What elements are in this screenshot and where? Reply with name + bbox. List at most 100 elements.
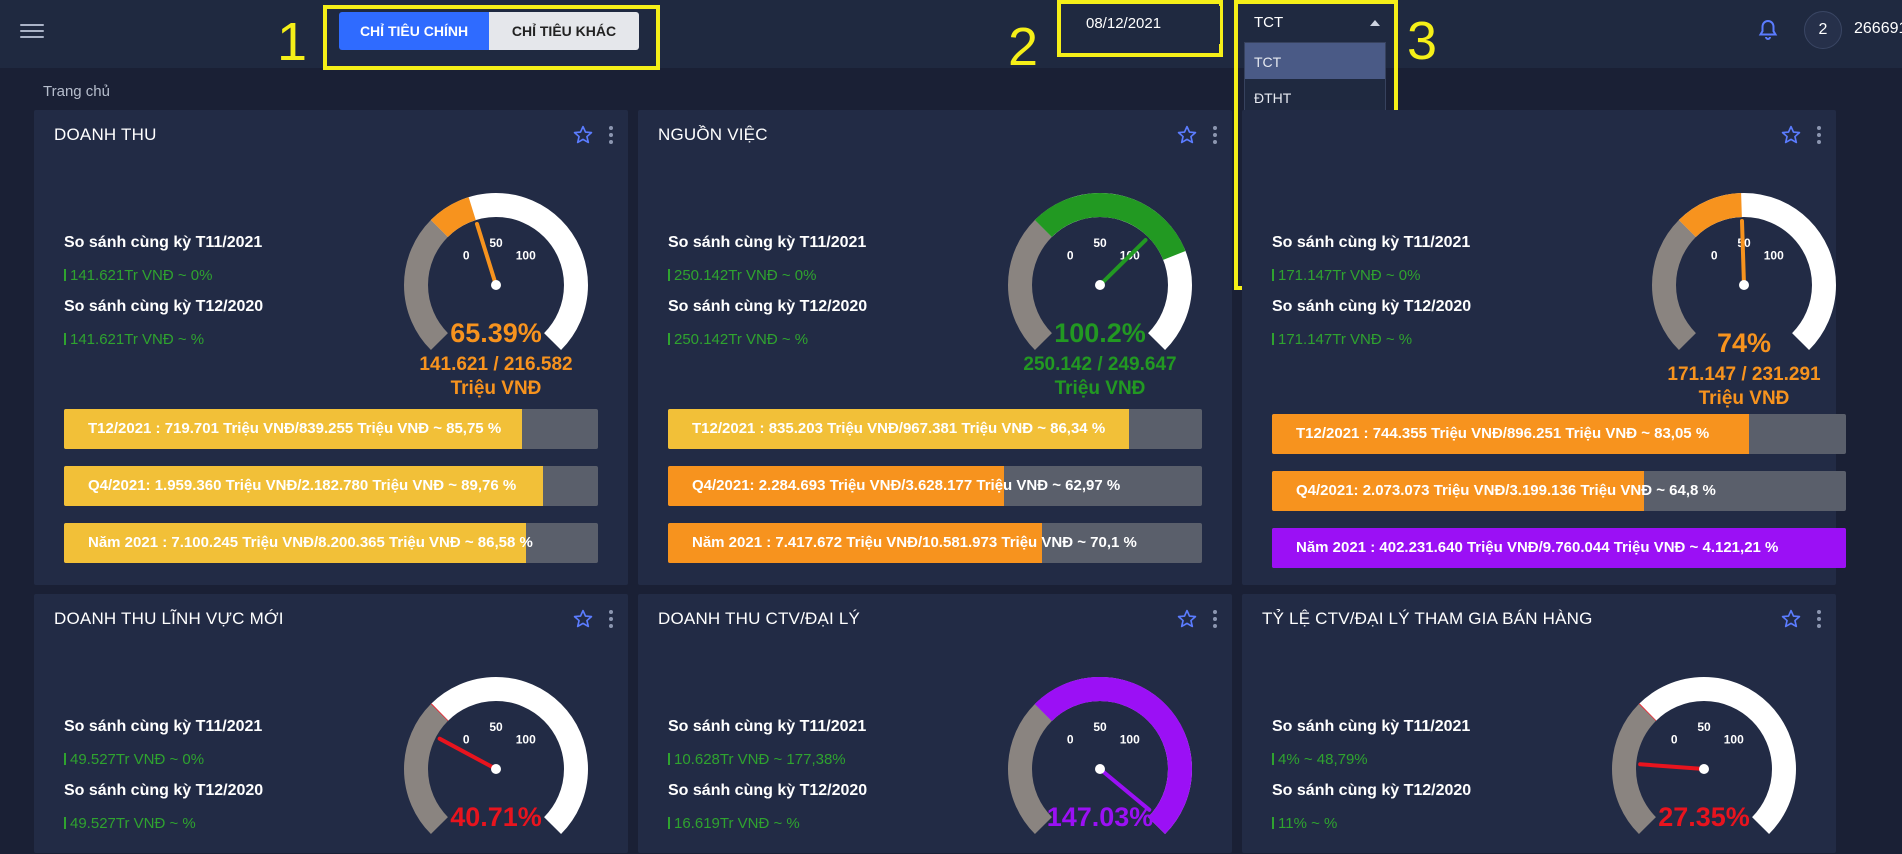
compare-value-year: 250.142Tr VNĐ ~ %: [668, 331, 808, 348]
gauge-percent: 65.39%: [450, 318, 542, 348]
gauge-needle: [437, 736, 498, 771]
bell-icon[interactable]: [1756, 18, 1780, 42]
unit-select[interactable]: TCT: [1248, 6, 1388, 36]
gauge-tick-label: 100: [1724, 732, 1744, 746]
more-options-icon[interactable]: [608, 123, 614, 147]
compare-label-month: So sánh cùng kỳ T11/2021: [1272, 718, 1471, 735]
gauge-segment-track: [1638, 677, 1796, 835]
tab-other-indicators[interactable]: CHỈ TIÊU KHÁC: [489, 12, 639, 50]
compare-label-year: So sánh cùng kỳ T12/2020: [668, 782, 868, 799]
gauge-segment-track: [430, 677, 588, 835]
gauge-segment-value: [430, 197, 477, 238]
caret-up-icon: [1370, 20, 1380, 26]
gauge-segment-value: [430, 703, 449, 722]
hamburger-menu-icon[interactable]: [20, 20, 44, 40]
gauge-pivot: [1095, 764, 1105, 774]
progress-label: Q4/2021: 1.959.360 Triệu VNĐ/2.182.780 T…: [88, 477, 517, 494]
user-id[interactable]: 266691: [1854, 20, 1902, 37]
gauge-pivot: [1699, 764, 1709, 774]
more-options-icon[interactable]: [1816, 123, 1822, 147]
progress-bar: Năm 2021 : 7.417.672 Triệu VNĐ/10.581.97…: [668, 523, 1202, 563]
gauge-tick-label: 100: [516, 732, 536, 746]
progress-label: Q4/2021: 2.284.693 Triệu VNĐ/3.628.177 T…: [692, 477, 1121, 494]
compare-label-month: So sánh cùng kỳ T11/2021: [668, 718, 867, 735]
avatar[interactable]: 2: [1804, 11, 1842, 49]
gauge-segment-value: [1638, 703, 1657, 722]
progress-label: Q4/2021: 2.073.073 Triệu VNĐ/3.199.136 T…: [1296, 482, 1716, 499]
progress-fill: [64, 409, 522, 449]
dropdown-option[interactable]: ĐTHT: [1254, 90, 1292, 106]
annotation-1: 1: [277, 12, 308, 72]
gauge-ratio: 171.147 / 231.291: [1667, 364, 1821, 385]
gauge-segment-low: [404, 704, 449, 835]
gauge-segment-value: [1034, 193, 1186, 261]
gauge-ratio: 141.621 / 216.582: [419, 354, 573, 375]
more-options-icon[interactable]: [1212, 123, 1218, 147]
gauge-tick-label: 50: [489, 720, 503, 734]
progress-bar: T12/2021 : 744.355 Triệu VNĐ/896.251 Tri…: [1272, 414, 1846, 454]
compare-value-month: 4% ~ 48,79%: [1272, 751, 1368, 768]
dashboard-card: DOANH THU CTV/ĐẠI LÝ So sánh cùng kỳ T11/…: [638, 594, 1232, 853]
unit-select-value: TCT: [1254, 14, 1284, 31]
gauge-segment-low: [404, 220, 449, 351]
gauge-percent: 27.35%: [1658, 802, 1750, 832]
gauge-segment-value: [1034, 677, 1192, 835]
gauge-needle: [1739, 219, 1746, 287]
annotation-3: 3: [1407, 11, 1438, 71]
compare-label-year: So sánh cùng kỳ T12/2020: [1272, 298, 1472, 315]
progress-fill: [668, 409, 1130, 449]
progress-label: Năm 2021 : 7.417.672 Triệu VNĐ/10.581.97…: [692, 534, 1137, 551]
gauge-tick-label: 0: [463, 248, 470, 262]
gauge-tick-label: 100: [516, 248, 536, 262]
compare-label-month: So sánh cùng kỳ T11/2021: [64, 718, 263, 735]
progress-label: T12/2021 : 719.701 Triệu VNĐ/839.255 Tri…: [88, 420, 502, 437]
star-icon[interactable]: [1176, 608, 1198, 630]
star-icon[interactable]: [572, 124, 594, 146]
date-input[interactable]: 08/12/2021: [1072, 6, 1220, 44]
tab-group: CHỈ TIÊU CHÍNH CHỈ TIÊU KHÁC: [339, 12, 639, 50]
gauge-tick-label: 100: [1764, 248, 1784, 262]
gauge-tick-label: 0: [1067, 732, 1074, 746]
gauge-segment-low: [1008, 220, 1053, 351]
compare-value-month: 141.621Tr VNĐ ~ 0%: [64, 267, 212, 284]
progress-bar: Q4/2021: 2.073.073 Triệu VNĐ/3.199.136 T…: [1272, 471, 1846, 511]
gauge-tick-label: 50: [1093, 720, 1107, 734]
more-options-icon[interactable]: [1816, 607, 1822, 631]
dashboard-card: So sánh cùng kỳ T11/2021 171.147Tr VNĐ ~ …: [1242, 110, 1846, 585]
dashboard-card: TỶ LỆ CTV/ĐẠI LÝ THAM GIA BÁN HÀNG So sán…: [1242, 594, 1836, 853]
star-icon[interactable]: [1780, 124, 1802, 146]
progress-bar: Q4/2021: 1.959.360 Triệu VNĐ/2.182.780 T…: [64, 466, 598, 506]
gauge-percent: 40.71%: [450, 802, 542, 832]
compare-label-month: So sánh cùng kỳ T11/2021: [668, 234, 867, 251]
highlight-box-1: [323, 5, 660, 70]
star-icon[interactable]: [1176, 124, 1198, 146]
gauge-segment-low: [1652, 220, 1697, 351]
compare-value-year: 11% ~ %: [1272, 815, 1337, 832]
gauge-segment-low: [1008, 704, 1053, 835]
gauge-segment-value: [1678, 193, 1743, 238]
star-icon[interactable]: [1780, 608, 1802, 630]
highlight-box-2: [1057, 0, 1223, 57]
progress-fill: [64, 466, 544, 506]
progress-fill: [668, 466, 1005, 506]
gauge-tick-label: 100: [1120, 732, 1140, 746]
annotation-2: 2: [1008, 17, 1039, 77]
more-options-icon[interactable]: [1212, 607, 1218, 631]
progress-label: T12/2021 : 835.203 Triệu VNĐ/967.381 Tri…: [692, 420, 1106, 437]
gauge-tick-label: 50: [489, 236, 503, 250]
dropdown-option[interactable]: TCT: [1245, 43, 1385, 79]
progress-bar: Năm 2021 : 7.100.245 Triệu VNĐ/8.200.365…: [64, 523, 598, 563]
gauge-tick-label: 0: [1711, 248, 1718, 262]
gauge-pivot: [1095, 280, 1105, 290]
breadcrumb[interactable]: Trang chủ: [43, 83, 110, 100]
more-options-icon[interactable]: [608, 607, 614, 631]
progress-label: Năm 2021 : 7.100.245 Triệu VNĐ/8.200.365…: [88, 534, 533, 551]
top-bar: [0, 0, 1902, 68]
tab-main-indicators[interactable]: CHỈ TIÊU CHÍNH: [339, 12, 489, 50]
compare-value-year: 171.147Tr VNĐ ~ %: [1272, 331, 1412, 348]
compare-value-year: 49.527Tr VNĐ ~ %: [64, 815, 196, 832]
star-icon[interactable]: [572, 608, 594, 630]
